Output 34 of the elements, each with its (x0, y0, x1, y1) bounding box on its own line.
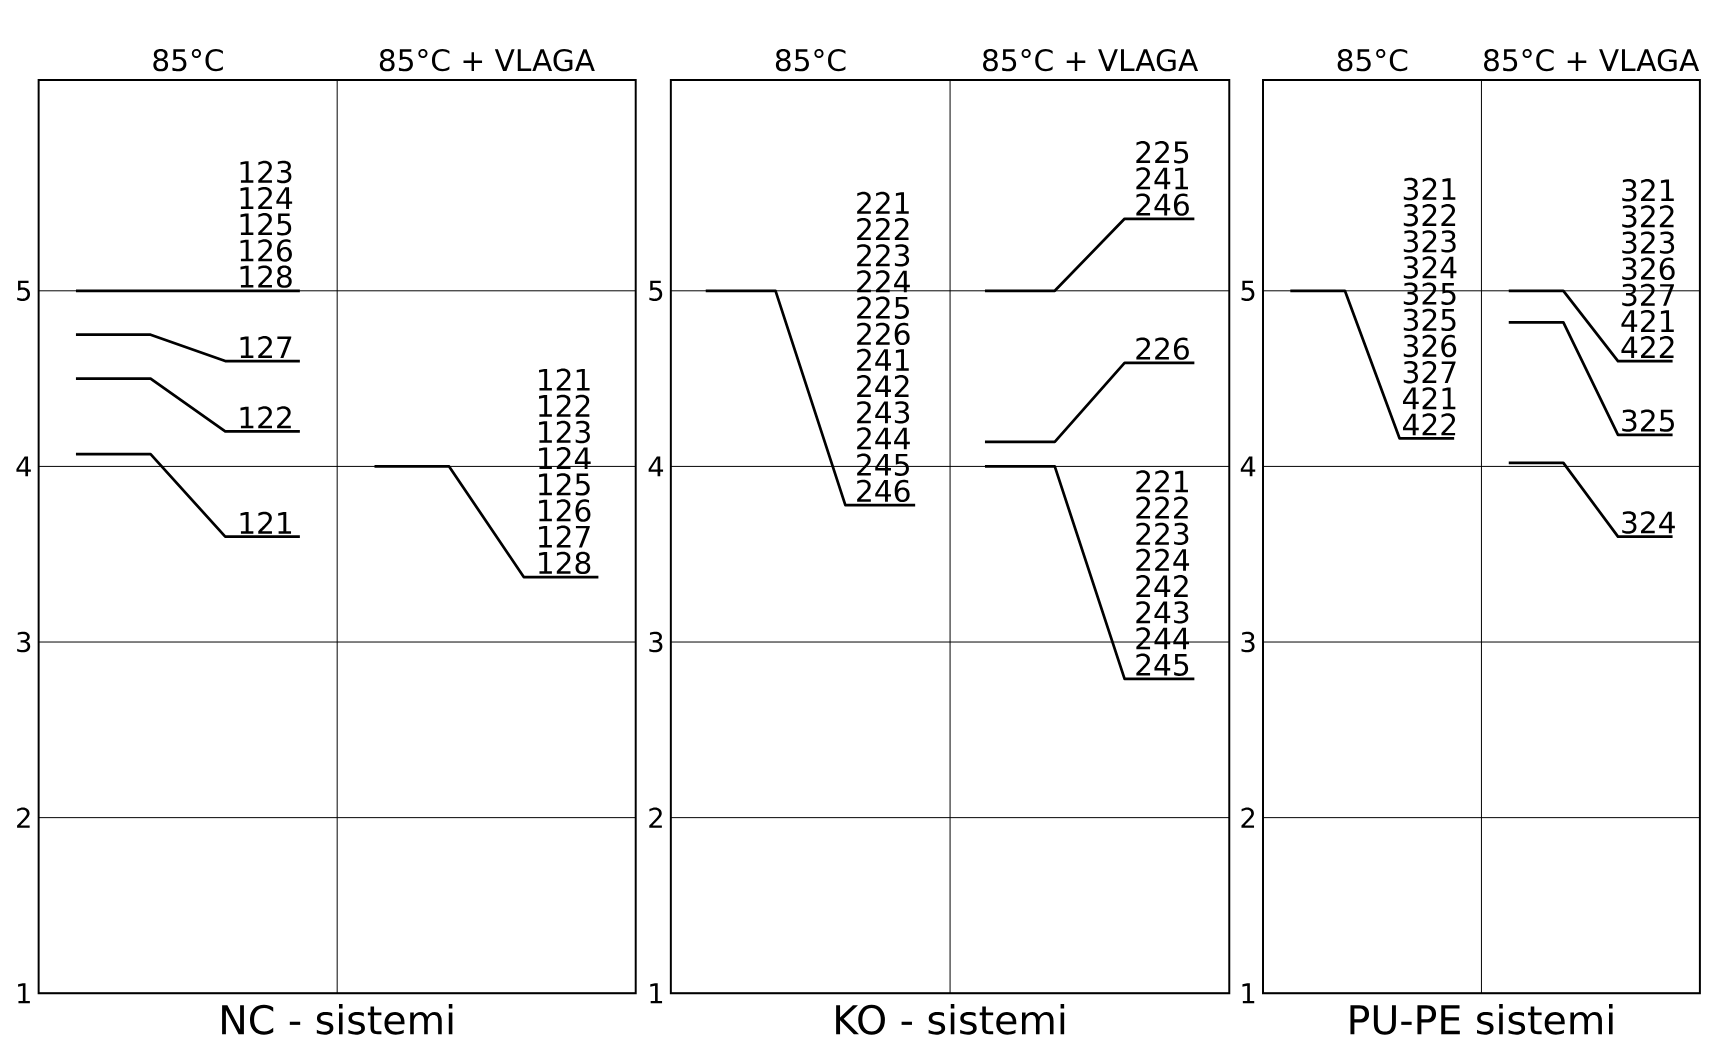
y-tick-label: 1 (18, 983, 30, 1004)
y-tick-label: 5 (17, 280, 31, 301)
y-tick-label: 2 (1241, 807, 1255, 828)
text: 85°C + VLAGA (983, 49, 1199, 72)
x-axis-title: NC - sistemi (222, 1004, 453, 1035)
series-label: 121 122 123 124 125 126 127 128 (539, 368, 591, 575)
series-label: 325 (1622, 409, 1674, 432)
y-tick-label: 3 (17, 631, 31, 653)
series-label: 123 124 125 126 128 (240, 160, 293, 288)
y-tick-label: 1 (650, 983, 663, 1004)
series-label: 225 241 246 (1136, 141, 1189, 216)
text: 85°C (775, 49, 846, 72)
series-label: 226 (1136, 337, 1189, 360)
series-label: 122 (240, 406, 291, 429)
y-tick-label: 1 (1242, 983, 1255, 1004)
text: 85°C (153, 49, 223, 72)
text: 85°C + VLAGA (1484, 49, 1700, 72)
y-tick-label: 4 (648, 456, 664, 477)
text: 85°C + VLAGA (379, 49, 595, 72)
y-tick-label: 3 (649, 631, 663, 653)
x-axis-title: KO - sistemi (836, 1004, 1065, 1035)
y-tick-label: 2 (17, 807, 30, 828)
y-tick-label: 3 (1241, 631, 1255, 653)
x-axis-title: PU-PE sistemi (1350, 1004, 1613, 1035)
series-label: 221 222 223 224 242 243 244 245 (1136, 470, 1190, 677)
y-tick-label: 5 (649, 280, 663, 301)
series-label: 324 (1622, 511, 1675, 534)
series-label: 127 (240, 336, 292, 359)
y-tick-label: 4 (16, 456, 31, 477)
y-tick-label: 2 (649, 807, 662, 828)
y-tick-label: 4 (1240, 456, 1256, 477)
text: 85°C (1337, 49, 1408, 72)
series-label: 121 (240, 511, 292, 534)
y-tick-label: 5 (1241, 280, 1255, 301)
